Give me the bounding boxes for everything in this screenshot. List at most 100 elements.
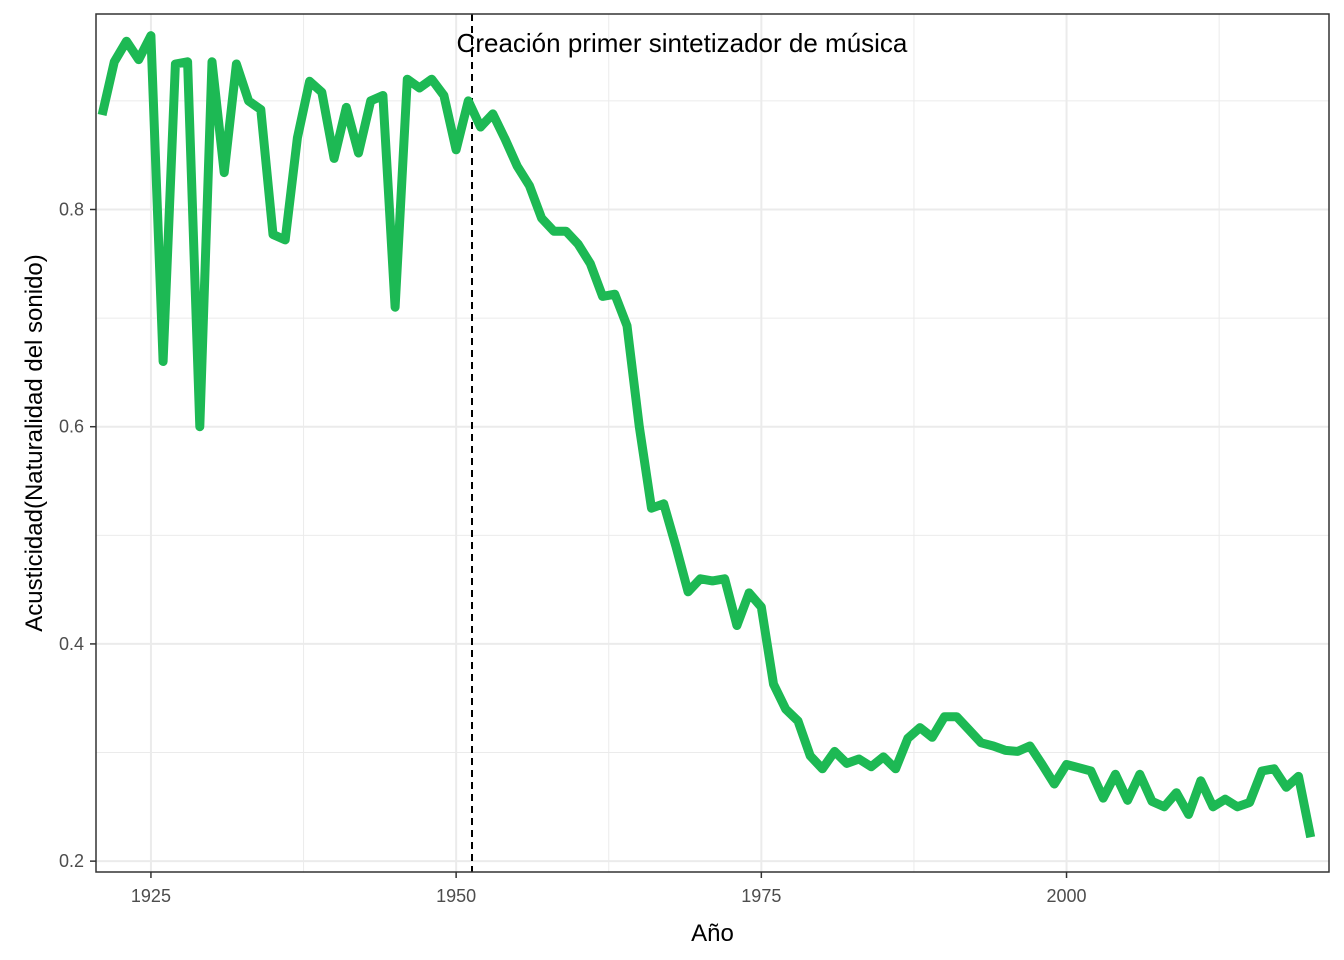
data-point bbox=[993, 746, 994, 747]
panel-background bbox=[96, 14, 1329, 872]
data-point bbox=[431, 79, 432, 80]
data-point bbox=[1237, 806, 1238, 807]
data-point bbox=[785, 709, 786, 710]
x-tick-label: 1950 bbox=[436, 886, 476, 906]
data-point bbox=[675, 546, 676, 547]
data-point bbox=[1310, 837, 1311, 838]
data-point bbox=[382, 95, 383, 96]
data-point bbox=[968, 729, 969, 730]
data-point bbox=[334, 158, 335, 159]
x-axis-title: Año bbox=[691, 920, 734, 947]
y-tick-label: 0.8 bbox=[59, 199, 84, 219]
data-point bbox=[663, 503, 664, 504]
data-point bbox=[590, 263, 591, 264]
data-point bbox=[529, 185, 530, 186]
data-point bbox=[273, 234, 274, 235]
data-point bbox=[834, 751, 835, 752]
data-point bbox=[614, 294, 615, 295]
data-point bbox=[688, 591, 689, 592]
data-point bbox=[468, 100, 469, 101]
data-point bbox=[956, 716, 957, 717]
data-point bbox=[1151, 801, 1152, 802]
data-point bbox=[700, 578, 701, 579]
data-point bbox=[102, 115, 103, 116]
data-point bbox=[883, 756, 884, 757]
data-point bbox=[150, 35, 151, 36]
data-point bbox=[1005, 750, 1006, 751]
data-point bbox=[504, 138, 505, 139]
data-point bbox=[578, 244, 579, 245]
data-point bbox=[346, 107, 347, 108]
data-point bbox=[126, 41, 127, 42]
data-point bbox=[1225, 799, 1226, 800]
data-point bbox=[810, 755, 811, 756]
data-point bbox=[712, 580, 713, 581]
data-point bbox=[1139, 774, 1140, 775]
data-point bbox=[871, 766, 872, 767]
x-tick-label: 1925 bbox=[131, 886, 171, 906]
data-point bbox=[297, 137, 298, 138]
y-tick-label: 0.4 bbox=[59, 634, 84, 654]
data-point bbox=[1188, 814, 1189, 815]
data-point bbox=[224, 172, 225, 173]
y-tick-label: 0.6 bbox=[59, 417, 84, 437]
y-tick-label: 0.2 bbox=[59, 851, 84, 871]
data-point bbox=[858, 759, 859, 760]
data-point bbox=[1200, 780, 1201, 781]
data-point bbox=[1164, 806, 1165, 807]
data-point bbox=[419, 87, 420, 88]
data-point bbox=[248, 100, 249, 101]
data-point bbox=[199, 426, 200, 427]
data-point bbox=[566, 231, 567, 232]
x-tick-label: 1975 bbox=[741, 886, 781, 906]
x-axis-ticks: 1925 1950 1975 2000 bbox=[131, 872, 1087, 906]
data-point bbox=[443, 95, 444, 96]
data-point bbox=[773, 684, 774, 685]
data-point bbox=[541, 218, 542, 219]
data-point bbox=[138, 59, 139, 60]
data-point bbox=[1286, 787, 1287, 788]
data-point bbox=[907, 738, 908, 739]
panel-border bbox=[95, 13, 1330, 873]
data-point bbox=[1042, 764, 1043, 765]
y-axis-ticks: 0.2 0.4 0.6 0.8 bbox=[59, 199, 96, 871]
data-point bbox=[211, 61, 212, 62]
data-point bbox=[1115, 774, 1116, 775]
data-point bbox=[1066, 764, 1067, 765]
data-point bbox=[749, 592, 750, 593]
acousticness-series-line bbox=[97, 31, 1316, 839]
data-point bbox=[602, 296, 603, 297]
data-point bbox=[321, 92, 322, 93]
data-point bbox=[1274, 768, 1275, 769]
data-point bbox=[517, 166, 518, 167]
data-point bbox=[407, 79, 408, 80]
data-point bbox=[1261, 770, 1262, 771]
data-point bbox=[651, 508, 652, 509]
major-gridlines bbox=[96, 14, 1329, 872]
data-point bbox=[456, 149, 457, 150]
data-point bbox=[370, 100, 371, 101]
data-point bbox=[114, 61, 115, 62]
data-point bbox=[187, 61, 188, 62]
data-point bbox=[309, 81, 310, 82]
data-point bbox=[260, 109, 261, 110]
data-point bbox=[944, 716, 945, 717]
data-point bbox=[175, 63, 176, 64]
data-point bbox=[981, 742, 982, 743]
x-tick-label: 2000 bbox=[1047, 886, 1087, 906]
data-point bbox=[797, 721, 798, 722]
data-point bbox=[480, 126, 481, 127]
data-point bbox=[236, 63, 237, 64]
data-point bbox=[1249, 802, 1250, 803]
data-point bbox=[932, 737, 933, 738]
data-point bbox=[1298, 776, 1299, 777]
minor-gridlines bbox=[96, 14, 1329, 872]
data-point bbox=[761, 606, 762, 607]
data-point bbox=[358, 153, 359, 154]
data-point bbox=[553, 231, 554, 232]
y-axis-title: Acusticidad(Naturalidad del sonido) bbox=[21, 254, 48, 632]
annotation-label: Creación primer sintetizador de música bbox=[457, 28, 908, 58]
data-point bbox=[639, 426, 640, 427]
data-point bbox=[492, 113, 493, 114]
data-point bbox=[1176, 792, 1177, 793]
